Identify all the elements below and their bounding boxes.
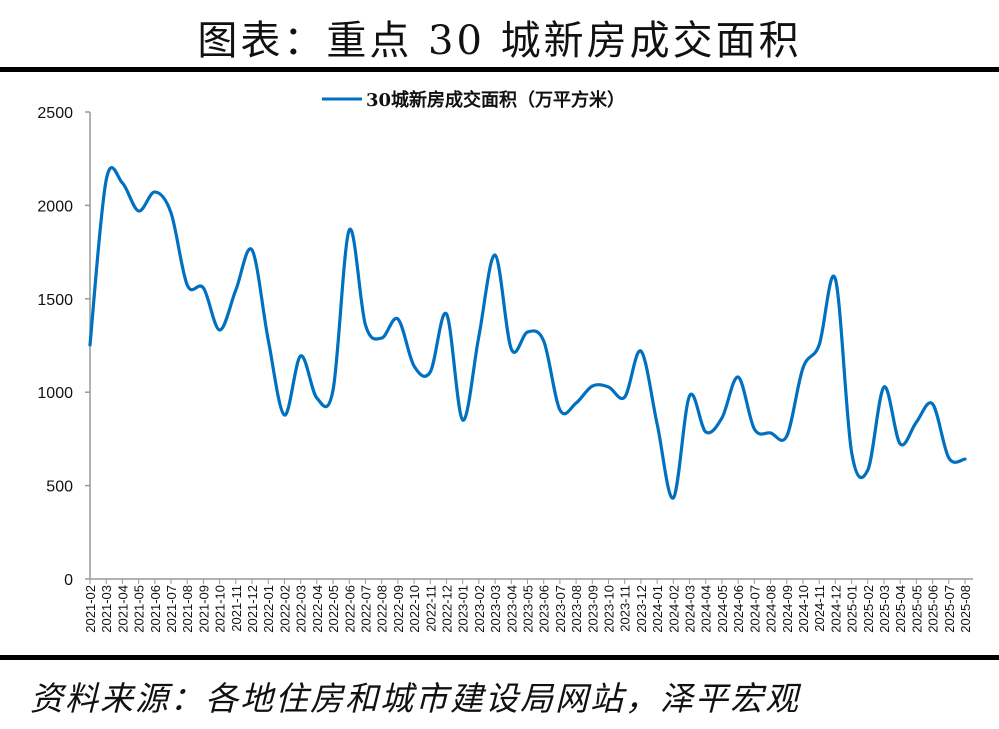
x-tick-label: 2021-07 xyxy=(164,585,179,633)
x-tick-label: 2025-04 xyxy=(893,585,908,633)
x-tick-label: 2022-10 xyxy=(407,585,422,633)
x-tick-label: 2024-07 xyxy=(747,585,762,633)
x-tick-label: 2025-01 xyxy=(845,585,860,633)
x-tick-label: 2021-04 xyxy=(115,585,130,633)
x-tick-label: 2022-12 xyxy=(439,585,454,633)
x-tick-label: 2025-03 xyxy=(877,585,892,633)
x-tick-label: 2024-06 xyxy=(731,585,746,633)
y-tick-label: 500 xyxy=(46,479,73,496)
x-tick-label: 2024-03 xyxy=(683,585,698,633)
x-tick-label: 2024-05 xyxy=(715,585,730,633)
x-tick-label: 2021-10 xyxy=(213,585,228,633)
x-tick-label: 2024-10 xyxy=(796,585,811,633)
top-divider xyxy=(0,67,999,72)
x-tick-label: 2022-01 xyxy=(261,585,276,633)
x-tick-label: 2024-04 xyxy=(699,585,714,633)
source-note: 资料来源：各地住房和城市建设局网站，泽平宏观 xyxy=(30,679,800,718)
legend: 30城新房成交面积（万平方米） xyxy=(322,89,625,111)
x-tick-label: 2023-07 xyxy=(553,585,568,633)
x-tick-label: 2023-04 xyxy=(504,585,519,633)
x-tick-label: 2021-11 xyxy=(229,585,244,632)
bottom-divider xyxy=(0,655,999,660)
x-tick-label: 2022-02 xyxy=(277,585,292,633)
x-tick-label: 2024-11 xyxy=(812,585,827,632)
y-tick-label: 1500 xyxy=(37,292,73,309)
x-tick-label: 2024-01 xyxy=(650,585,665,633)
y-tick-label: 2500 xyxy=(37,105,73,122)
x-tick-label: 2024-12 xyxy=(828,585,843,633)
x-tick-label: 2021-06 xyxy=(148,585,163,633)
x-tick-label: 2023-05 xyxy=(521,585,536,633)
series-line xyxy=(88,166,967,500)
x-tick-label: 2023-03 xyxy=(488,585,503,633)
x-tick-label: 2021-02 xyxy=(83,585,98,633)
x-tick-label: 2024-02 xyxy=(666,585,681,633)
x-tick-label: 2023-06 xyxy=(537,585,552,633)
x-tick-label: 2023-10 xyxy=(602,585,617,633)
x-tick-label: 2022-11 xyxy=(423,585,438,632)
x-tick-label: 2023-09 xyxy=(585,585,600,633)
x-tick-label: 2023-01 xyxy=(456,585,471,633)
page-title: 图表：重点 30 城新房成交面积 xyxy=(197,18,802,64)
y-tick-label: 2000 xyxy=(37,198,73,215)
x-tick-label: 2021-12 xyxy=(245,585,260,633)
legend-label: 30城新房成交面积（万平方米） xyxy=(366,89,625,111)
x-tick-label: 2023-08 xyxy=(569,585,584,633)
x-tick-label: 2025-07 xyxy=(942,585,957,633)
x-tick-label: 2025-06 xyxy=(926,585,941,633)
x-tick-label: 2022-03 xyxy=(294,585,309,633)
x-tick-label: 2024-08 xyxy=(764,585,779,633)
x-tick-label: 2022-08 xyxy=(375,585,390,633)
x-tick-label: 2022-07 xyxy=(358,585,373,633)
y-tick-label: 0 xyxy=(64,572,73,589)
x-tick-label: 2021-05 xyxy=(132,585,147,633)
x-tick-label: 2025-02 xyxy=(861,585,876,633)
x-tick-label: 2022-05 xyxy=(326,585,341,633)
x-tick-label: 2023-11 xyxy=(618,585,633,632)
x-tick-label: 2025-08 xyxy=(958,585,973,633)
x-tick-label: 2022-09 xyxy=(391,585,406,633)
x-tick-label: 2025-05 xyxy=(909,585,924,633)
x-tick-label: 2022-04 xyxy=(310,585,325,633)
x-tick-label: 2021-08 xyxy=(180,585,195,633)
x-tick-label: 2021-03 xyxy=(99,585,114,633)
x-tick-label: 2023-12 xyxy=(634,585,649,633)
x-tick-label: 2022-06 xyxy=(342,585,357,633)
x-tick-label: 2024-09 xyxy=(780,585,795,633)
x-tick-label: 2023-02 xyxy=(472,585,487,633)
y-tick-label: 1000 xyxy=(37,385,73,402)
x-tick-label: 2021-09 xyxy=(196,585,211,633)
